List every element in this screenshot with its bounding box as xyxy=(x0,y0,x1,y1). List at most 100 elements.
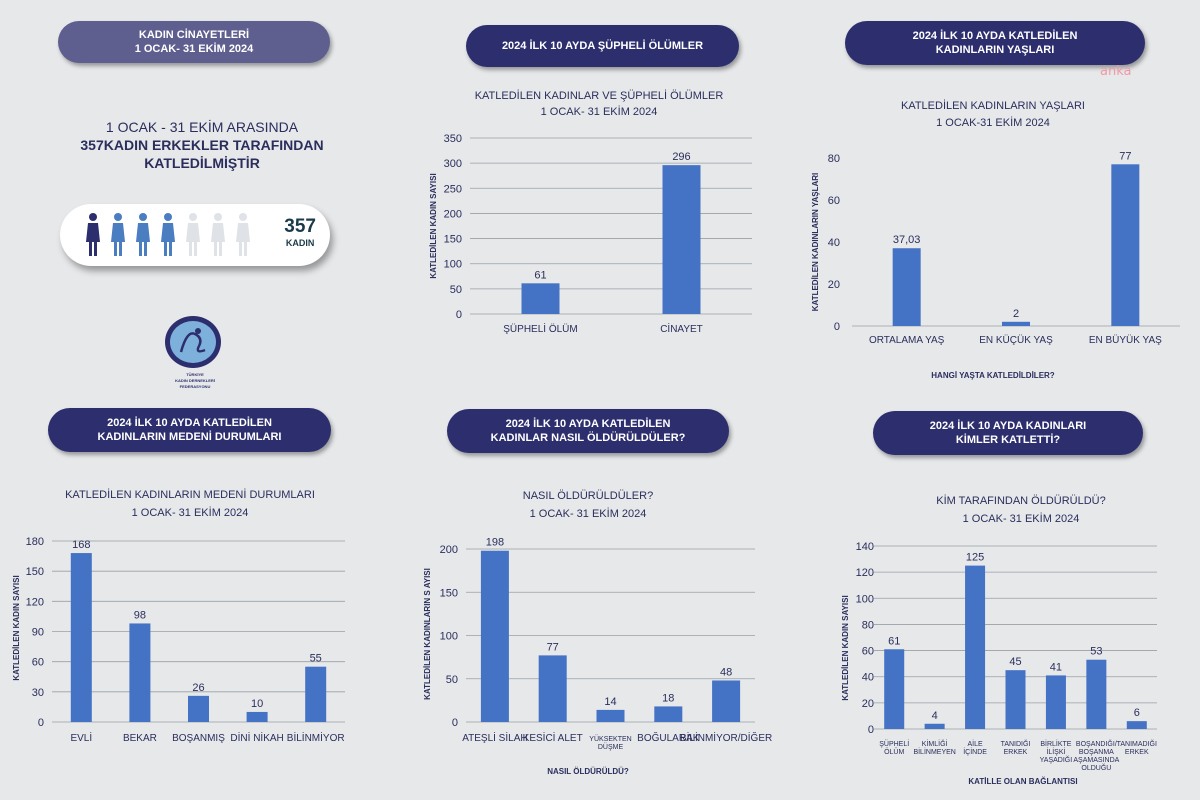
category-label: ORTALAMA YAŞ xyxy=(869,335,945,346)
bar xyxy=(188,695,209,722)
bar-value-label: 26 xyxy=(192,682,204,694)
bar-value-label: 2 xyxy=(1013,308,1019,320)
y-tick-label: 100 xyxy=(444,259,462,271)
section-title-method-line1: 2024 İLK 10 AYDA KATLEDİLEN xyxy=(505,418,671,430)
bar xyxy=(1126,721,1147,729)
category-label: BOŞANMA xyxy=(1079,749,1114,756)
category-label: BİLİNMİYOR/DİĞER xyxy=(680,731,772,744)
bar xyxy=(1086,659,1107,729)
y-tick-label: 120 xyxy=(856,567,874,579)
logo-line2: KADIN DERNEKLERİ xyxy=(175,378,215,383)
category-label: DÜŞME xyxy=(598,743,624,751)
y-tick-label: 0 xyxy=(868,724,874,736)
chart-title: KATLEDİLEN KADINLARIN MEDENİ DURUMLARI xyxy=(65,488,315,501)
category-label: ŞÜPHELİ xyxy=(879,739,909,748)
category-label: BOŞANDIĞI/ xyxy=(1076,739,1117,748)
category-label: ŞÜPHELİ ÖLÜM xyxy=(503,322,577,335)
y-tick-label: 120 xyxy=(26,596,44,608)
bar xyxy=(70,553,92,722)
category-label: YÜKSEKTEN xyxy=(589,735,631,743)
bar-value-label: 10 xyxy=(251,698,263,710)
category-label: ÖLÜM xyxy=(884,748,904,756)
woman-figure-icon xyxy=(111,213,125,256)
bar-value-label: 53 xyxy=(1090,646,1102,658)
y-tick-label: 140 xyxy=(856,541,874,553)
bar-value-label: 6 xyxy=(1134,707,1140,719)
chart-title: 1 OCAK- 31 EKİM 2024 xyxy=(530,507,647,520)
category-label: BİLİNMİYOR xyxy=(287,731,345,744)
y-axis-label: KATLEDİLEN KADINLARIN S AYISI xyxy=(423,568,432,700)
section-title-marital: 2024 İLK 10 AYDA KATLEDİLEN KADINLARIN M… xyxy=(48,408,331,452)
section-title-who-line1: 2024 İLK 10 AYDA KADINLARI xyxy=(929,420,1087,432)
section-title-suspicious-line1: 2024 İLK 10 AYDA ŞÜPHELİ ÖLÜMLER xyxy=(501,40,704,52)
category-label: TANIMADIĞI xyxy=(1117,739,1157,748)
chart-title: NASIL ÖLDÜRÜLDÜLER? xyxy=(523,490,653,502)
y-tick-label: 250 xyxy=(444,183,462,195)
chart-title: 1 OCAK- 31 EKİM 2024 xyxy=(541,105,658,118)
category-label: ATEŞLİ SİLAH xyxy=(462,731,527,744)
category-label: OLDUĞU xyxy=(1081,763,1111,772)
header-line2: 1 OCAK- 31 EKİM 2024 xyxy=(134,43,254,55)
bar xyxy=(521,283,560,314)
category-label: EN BÜYÜK YAŞ xyxy=(1089,334,1162,346)
x-axis-label: NASIL ÖLDÜRÜLDÜ? xyxy=(547,767,629,776)
y-tick-label: 0 xyxy=(38,717,44,729)
category-label: ERKEK xyxy=(1125,749,1149,756)
y-tick-label: 80 xyxy=(862,619,874,631)
bar xyxy=(712,680,741,722)
woman-figure-icon xyxy=(186,213,200,256)
category-label: TANIDIĞI xyxy=(1001,739,1031,748)
bar-value-label: 168 xyxy=(72,539,90,551)
y-tick-label: 50 xyxy=(450,284,462,296)
bar-value-label: 55 xyxy=(310,653,322,665)
section-title-ages-line1: 2024 İLK 10 AYDA KATLEDİLEN xyxy=(912,30,1078,42)
bar-value-label: 4 xyxy=(932,710,938,722)
chart-title: KATLEDİLEN KADINLARIN YAŞLARI xyxy=(901,99,1085,112)
category-label: İLİŞKİ xyxy=(1046,747,1065,756)
y-tick-label: 20 xyxy=(828,279,840,291)
chart-suspicious: KATLEDİLEN KADINLAR VE ŞÜPHELİ ÖLÜMLER 1 … xyxy=(429,89,752,335)
women-figures-icon xyxy=(86,213,250,256)
y-tick-label: 80 xyxy=(828,153,840,165)
bar-value-label: 45 xyxy=(1009,656,1021,668)
category-label: AŞAMASINDA xyxy=(1073,757,1119,764)
bar-value-label: 14 xyxy=(604,696,616,708)
category-label: ERKEK xyxy=(1004,749,1028,756)
bar-value-label: 61 xyxy=(534,269,546,281)
y-tick-label: 60 xyxy=(32,657,44,669)
y-tick-label: 60 xyxy=(828,195,840,207)
y-tick-label: 150 xyxy=(26,566,44,578)
federation-logo-icon xyxy=(165,316,221,368)
logo-line1: TÜRKİYE xyxy=(186,372,204,377)
y-axis-label: KATLEDİLEN KADINLARIN YAŞLARI xyxy=(811,173,820,312)
y-tick-label: 0 xyxy=(456,309,462,321)
category-label: DİNİ NİKAH xyxy=(230,731,283,744)
bar-value-label: 41 xyxy=(1050,661,1062,673)
x-axis-label: HANGİ YAŞTA KATLEDİLDİLER? xyxy=(931,371,1055,380)
bar xyxy=(305,666,327,722)
intro-text: 1 OCAK - 31 EKİM ARASINDA 357KADIN ERKEK… xyxy=(62,118,342,172)
chart-who: KİM TARAFINDAN ÖLDÜRÜLDÜ? 1 OCAK- 31 EKİM… xyxy=(841,494,1157,786)
category-label: BİRLİKTE xyxy=(1040,739,1071,748)
chart-title: 1 OCAK- 31 EKİM 2024 xyxy=(963,512,1080,525)
bar xyxy=(480,550,509,722)
y-tick-label: 60 xyxy=(862,646,874,658)
y-tick-label: 40 xyxy=(828,237,840,249)
category-label: YAŞADIĞI xyxy=(1040,755,1073,764)
section-title-method-line2: KADINLAR NASIL ÖLDÜRÜLDÜLER? xyxy=(490,432,686,444)
bar-value-label: 61 xyxy=(888,635,900,647)
logo-caption: TÜRKİYE KADIN DERNEKLERİ FEDERASYONU xyxy=(160,372,230,390)
y-tick-label: 0 xyxy=(834,321,840,333)
bar-value-label: 198 xyxy=(486,537,504,549)
y-tick-label: 0 xyxy=(452,717,458,729)
x-axis-label: KATİLLE OLAN BAĞLANTISI xyxy=(968,777,1077,786)
y-tick-label: 180 xyxy=(26,536,44,548)
bar xyxy=(1045,675,1066,729)
category-label: KESİCİ ALET xyxy=(523,731,583,744)
y-tick-label: 100 xyxy=(856,593,874,605)
bar xyxy=(662,165,701,314)
y-tick-label: 300 xyxy=(444,158,462,170)
bar xyxy=(1005,670,1026,729)
bar-value-label: 77 xyxy=(547,641,559,653)
intro-line3: KATLEDİLMİŞTİR xyxy=(144,155,260,171)
